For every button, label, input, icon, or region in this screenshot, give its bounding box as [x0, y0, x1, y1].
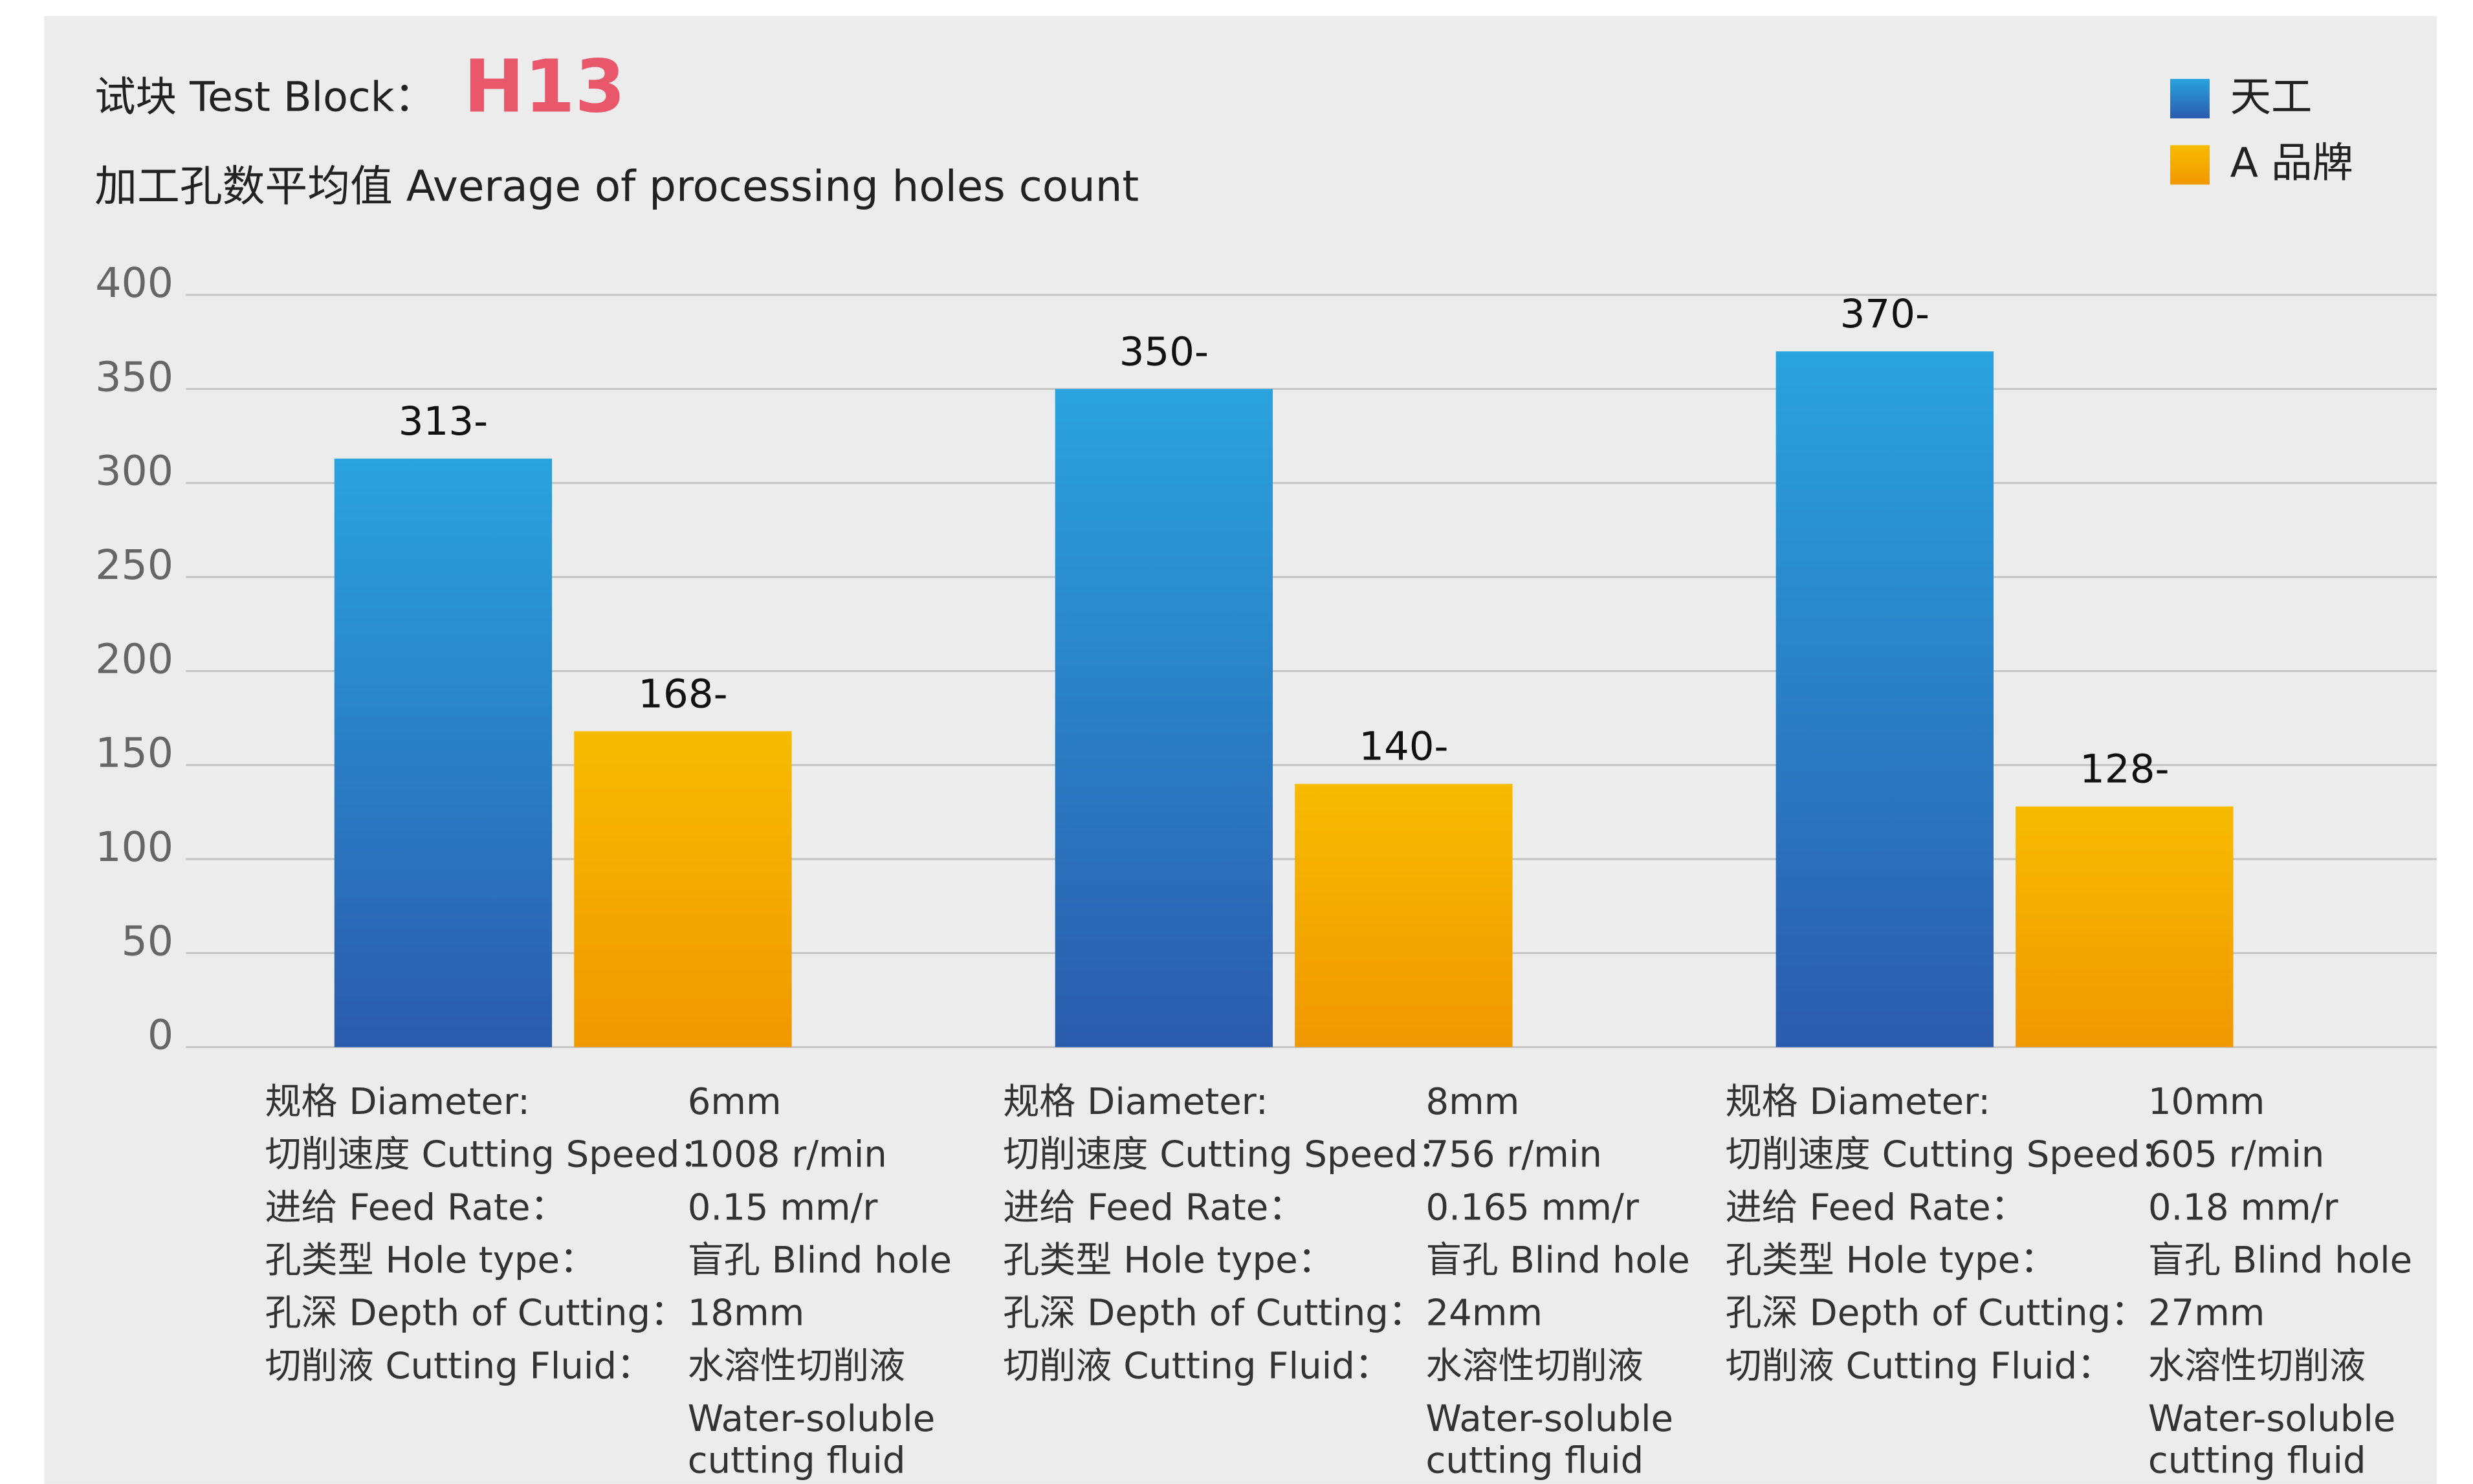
- spec-label: 切削速度 Cutting Speed：: [265, 1134, 716, 1176]
- spec-label: 进给 Feed Rate：: [265, 1186, 567, 1228]
- spec-value: cutting fluid: [1426, 1440, 1644, 1482]
- bar: [1775, 351, 1994, 1047]
- y-tick-label: 400: [95, 259, 173, 307]
- data-label: 370-: [1840, 291, 1929, 337]
- spec-value: 0.18 mm/r: [2148, 1186, 2339, 1228]
- data-label: 313-: [399, 398, 488, 444]
- y-tick-label: 350: [95, 353, 173, 400]
- spec-label: 规格 Diameter:: [265, 1081, 530, 1123]
- spec-label: 进给 Feed Rate：: [1003, 1186, 1304, 1228]
- spec-label: 切削速度 Cutting Speed：: [1003, 1134, 1454, 1176]
- spec-value: 水溶性切削液: [2148, 1345, 2366, 1387]
- chart-subtitle: 加工孔数平均值 Average of processing holes coun…: [94, 162, 1139, 212]
- y-tick-label: 50: [122, 917, 174, 965]
- chart-title: 试块 Test Block：: [94, 72, 435, 120]
- bar: [574, 731, 792, 1047]
- y-tick-label: 150: [95, 729, 173, 777]
- spec-label: 切削速度 Cutting Speed：: [1726, 1134, 2177, 1176]
- spec-label: 孔类型 Hole type：: [265, 1239, 597, 1282]
- spec-label: 进给 Feed Rate：: [1726, 1186, 2027, 1228]
- spec-value: 18mm: [688, 1293, 805, 1335]
- data-label: 128-: [2080, 747, 2169, 792]
- spec-value: Water-soluble: [2148, 1398, 2396, 1440]
- bar: [334, 458, 553, 1047]
- y-tick-label: 0: [148, 1011, 173, 1059]
- spec-value: Water-soluble: [1426, 1398, 1674, 1440]
- legend-label: A 品牌: [2230, 139, 2353, 187]
- spec-value: 0.165 mm/r: [1426, 1186, 1640, 1228]
- spec-value: 盲孔 Blind hole: [688, 1239, 952, 1282]
- legend-swatch: [2170, 79, 2210, 118]
- spec-value: 1008 r/min: [688, 1134, 887, 1176]
- y-tick-label: 100: [95, 823, 173, 871]
- spec-label: 切削液 Cutting Fluid：: [1003, 1345, 1391, 1387]
- y-tick-label: 300: [95, 447, 173, 495]
- spec-value: 盲孔 Blind hole: [1426, 1239, 1690, 1282]
- spec-label: 孔深 Depth of Cutting：: [1003, 1293, 1425, 1335]
- spec-value: 水溶性切削液: [688, 1345, 905, 1387]
- spec-value: 8mm: [1426, 1081, 1520, 1123]
- spec-value: 6mm: [688, 1081, 782, 1123]
- spec-value: 盲孔 Blind hole: [2148, 1239, 2412, 1282]
- spec-label: 规格 Diameter:: [1726, 1081, 1990, 1123]
- spec-label: 切削液 Cutting Fluid：: [1726, 1345, 2114, 1387]
- spec-value: 24mm: [1426, 1293, 1543, 1335]
- spec-value: cutting fluid: [2148, 1440, 2366, 1482]
- y-tick-label: 250: [95, 541, 173, 589]
- title-highlight: H13: [464, 45, 626, 129]
- spec-label: 规格 Diameter:: [1003, 1081, 1268, 1123]
- data-label: 140-: [1359, 724, 1448, 770]
- spec-value: cutting fluid: [688, 1440, 906, 1482]
- spec-value: 27mm: [2148, 1293, 2265, 1335]
- spec-label: 切削液 Cutting Fluid：: [265, 1345, 654, 1387]
- spec-value: 水溶性切削液: [1426, 1345, 1643, 1387]
- spec-label: 孔深 Depth of Cutting：: [265, 1293, 687, 1335]
- legend-label: 天工: [2230, 72, 2313, 120]
- spec-value: Water-soluble: [688, 1398, 936, 1440]
- bar: [1055, 389, 1273, 1047]
- legend-swatch: [2170, 145, 2210, 185]
- data-label: 168-: [638, 671, 727, 717]
- spec-value: 0.15 mm/r: [688, 1186, 879, 1228]
- bar: [1295, 783, 1513, 1047]
- spec-label: 孔深 Depth of Cutting：: [1726, 1293, 2148, 1335]
- spec-value: 10mm: [2148, 1081, 2265, 1123]
- spec-label: 孔类型 Hole type：: [1726, 1239, 2057, 1282]
- bar: [2016, 806, 2234, 1047]
- spec-label: 孔类型 Hole type：: [1003, 1239, 1334, 1282]
- spec-value: 605 r/min: [2148, 1134, 2324, 1176]
- data-label: 350-: [1119, 329, 1209, 375]
- spec-value: 756 r/min: [1426, 1134, 1602, 1176]
- y-tick-label: 200: [95, 635, 173, 682]
